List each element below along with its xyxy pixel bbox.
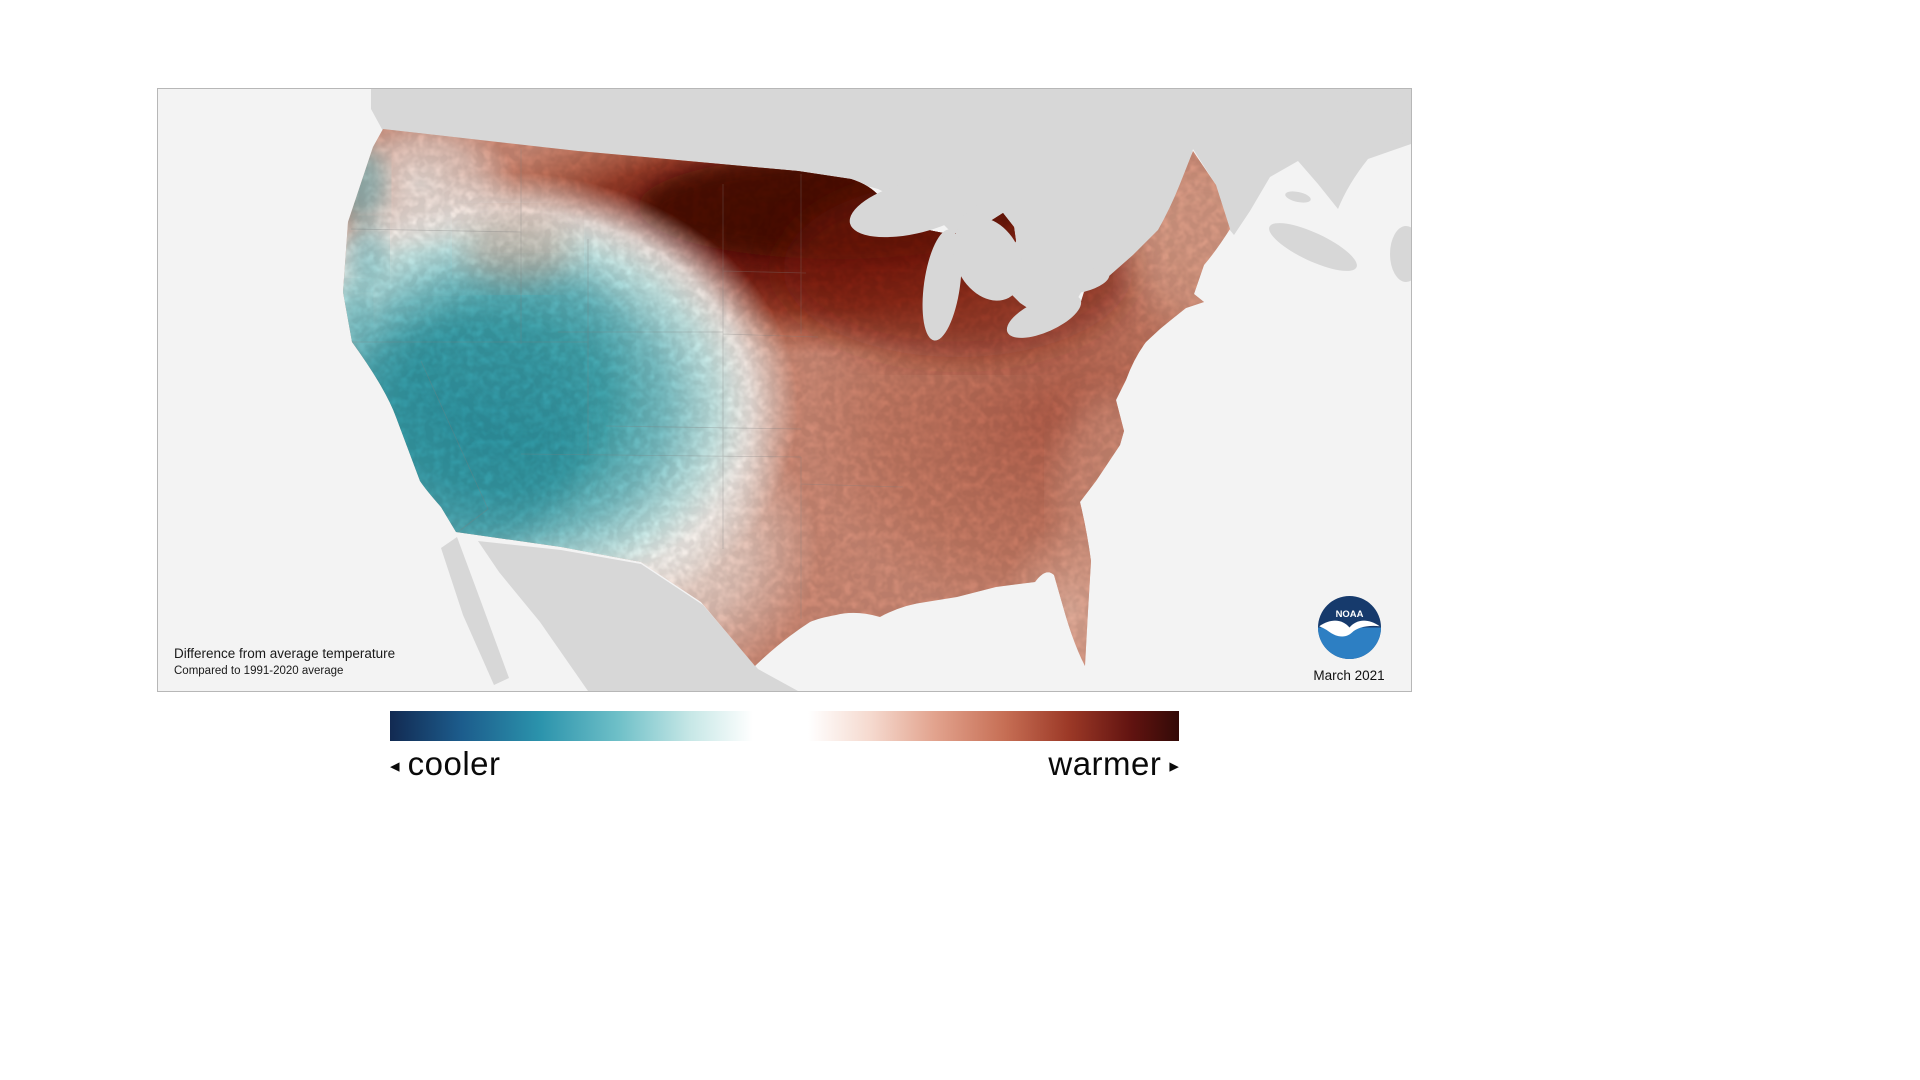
warmer-arrow-icon: ▸ — [1169, 756, 1179, 777]
noaa-logo: NOAA — [1317, 596, 1381, 659]
noaa-gull-icon — [1318, 620, 1380, 637]
lake-superior — [849, 176, 983, 238]
newfoundland-landmass — [1332, 104, 1404, 158]
noaa-logo-text: NOAA — [1335, 609, 1363, 620]
cape-breton-landmass — [1390, 226, 1411, 282]
prince-edward-island-landmass — [1285, 191, 1311, 203]
us-temperature-map — [158, 89, 1411, 691]
nova-scotia-landmass — [1269, 223, 1357, 271]
colorbar-gradient — [390, 711, 1179, 741]
lake-michigan — [922, 229, 962, 341]
canada-landmass — [371, 89, 1411, 339]
map-panel: Difference from average temperature Comp… — [157, 88, 1412, 692]
map-date-label: March 2021 — [1313, 668, 1385, 683]
mexico-landmass — [478, 541, 798, 691]
state-borders — [350, 149, 904, 619]
noaa-logo-block: NOAA March 2021 — [1301, 596, 1397, 683]
lake-ontario — [1054, 268, 1110, 294]
noaa-logo-wave — [1317, 627, 1381, 659]
lake-huron — [952, 217, 1024, 301]
lake-erie — [1006, 294, 1082, 338]
caption-title: Difference from average temperature — [174, 646, 396, 662]
caption-subtitle: Compared to 1991-2020 average — [174, 665, 344, 678]
baja-california-landmass — [441, 537, 509, 685]
anticosti-island-landmass — [1286, 103, 1330, 119]
colorbar-labels: ◂ cooler warmer ▸ — [390, 745, 1179, 783]
cooler-label: ◂ cooler — [390, 745, 501, 782]
warmer-label: warmer ▸ — [1048, 745, 1179, 782]
map-caption: Difference from average temperature Comp… — [174, 646, 395, 679]
cooler-arrow-icon: ◂ — [390, 756, 400, 777]
